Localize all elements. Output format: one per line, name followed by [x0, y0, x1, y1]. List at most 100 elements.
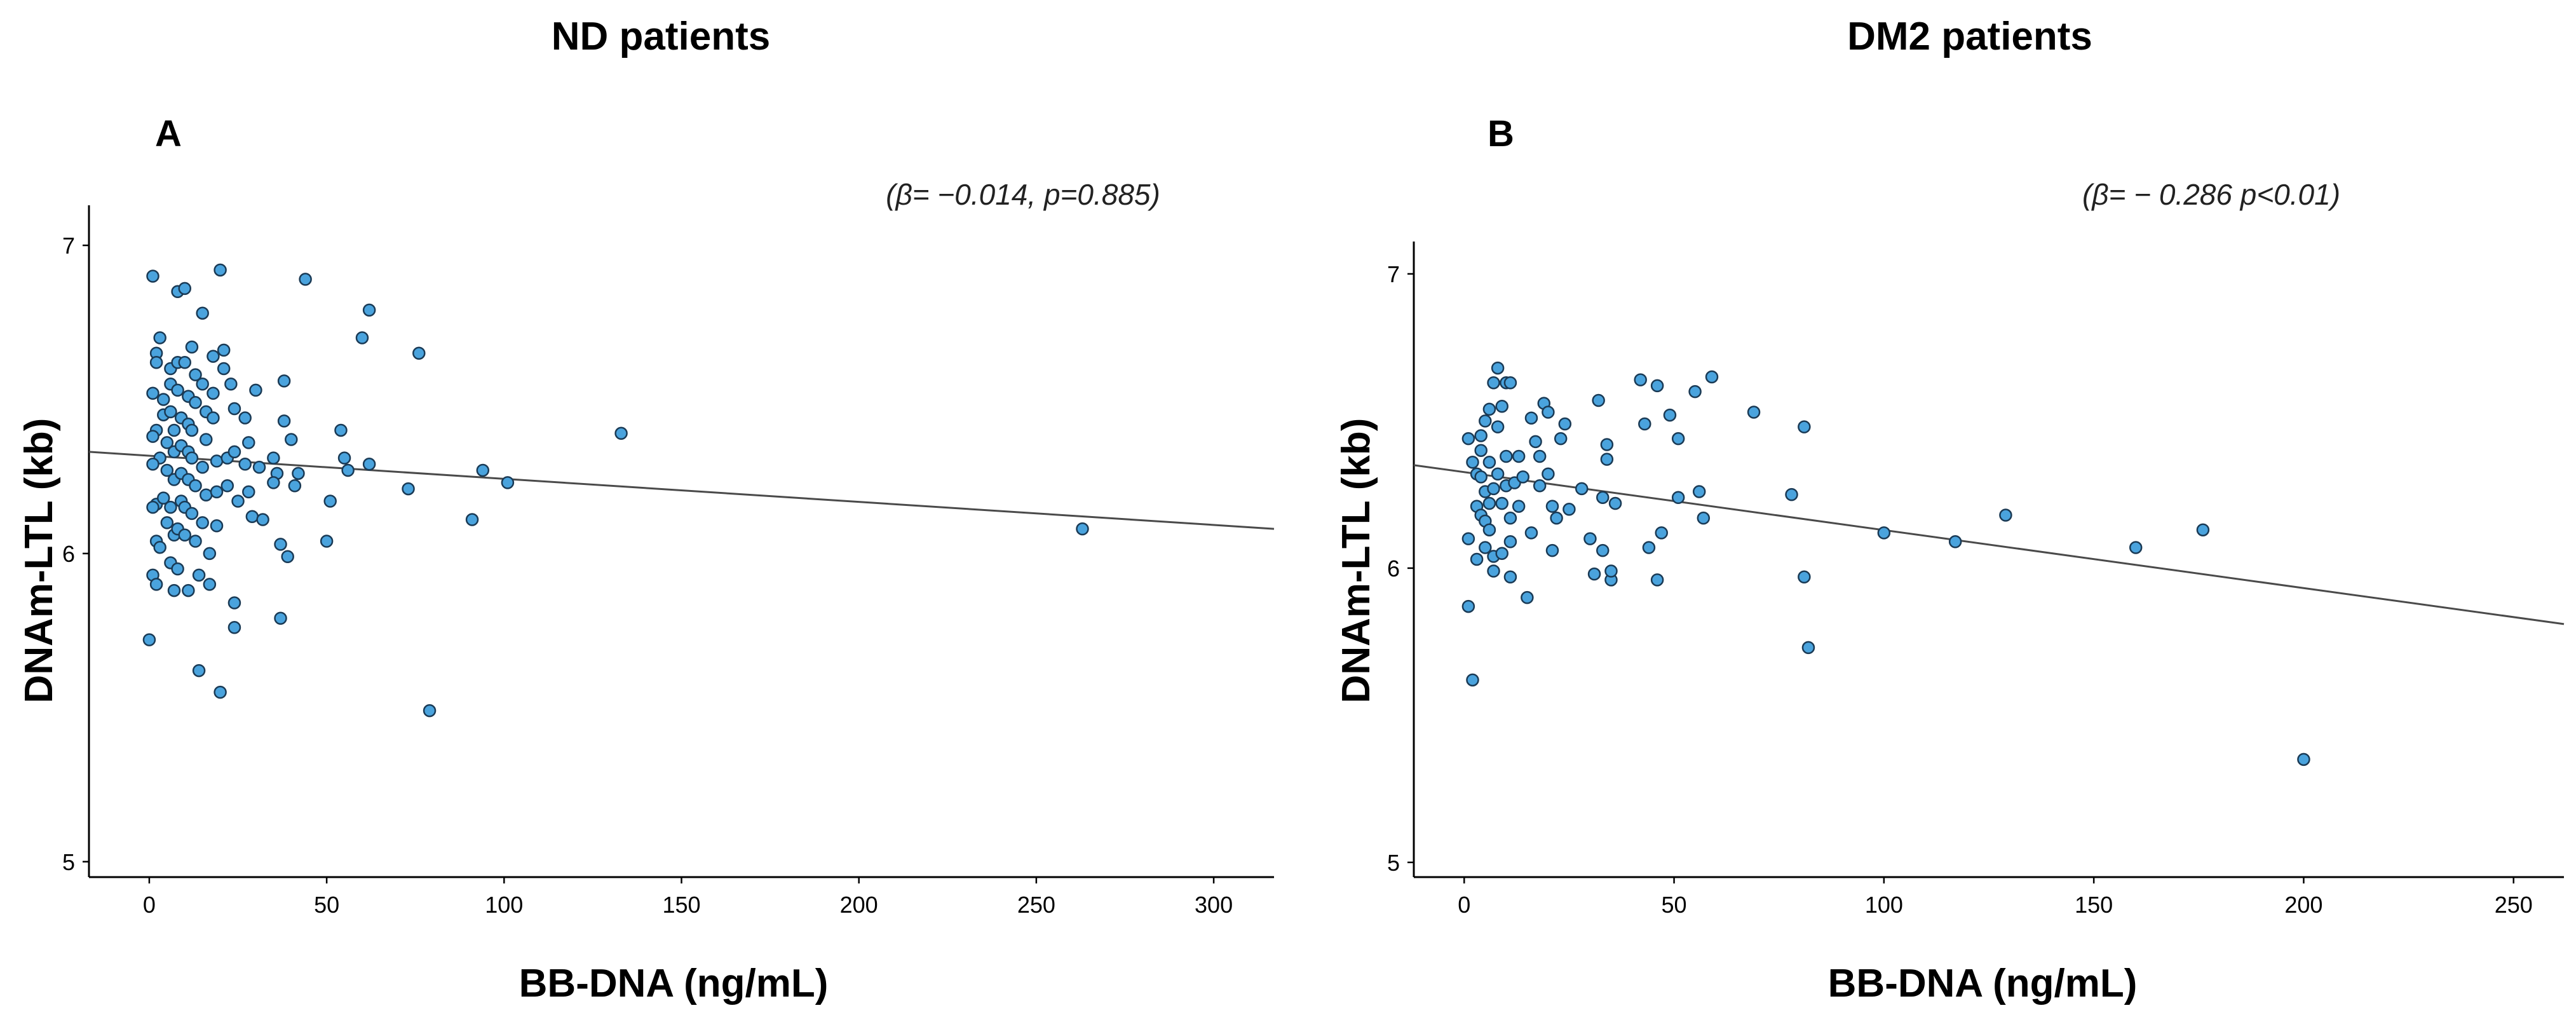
- panel-a-data-point: [146, 269, 159, 283]
- panel-b: DM2 patients B (β= − 0.286 p<0.01) DNAm-…: [1334, 15, 2565, 1005]
- panel-a-data-point: [238, 411, 252, 425]
- panel-a-points: [142, 263, 1089, 718]
- panel-b-data-point: [1512, 449, 1526, 463]
- panel-a-data-point: [200, 433, 213, 446]
- panel-b-data-point: [1503, 535, 1517, 549]
- panel-a-annotation: (β= −0.014, p=0.885): [886, 178, 1160, 211]
- panel-b-data-point: [1650, 379, 1664, 393]
- panel-a-data-point: [167, 583, 181, 597]
- panel-a-data-point: [146, 458, 159, 471]
- panel-a-data-point: [146, 500, 159, 514]
- panel-b-data-point: [1542, 405, 1555, 419]
- panel-b-data-point: [1503, 511, 1517, 525]
- panel-b-data-point: [1487, 376, 1500, 390]
- panel-a-data-point: [465, 513, 479, 526]
- panel-b-data-point: [1495, 400, 1508, 413]
- panel-a-data-point: [160, 463, 174, 477]
- panel-a-data-point: [274, 611, 287, 625]
- panel-a-data-point: [164, 405, 177, 419]
- panel-a-data-point: [256, 513, 269, 526]
- panel-b-data-point: [1503, 376, 1517, 390]
- panel-b-data-point: [1482, 496, 1496, 510]
- panel-a-y-tick-label: 5: [62, 849, 75, 875]
- panel-a-data-point: [153, 331, 166, 344]
- panel-a-data-point: [242, 485, 255, 499]
- panel-b-data-point: [1801, 641, 1815, 655]
- panel-b-fit-line: [1413, 464, 2565, 625]
- panel-a-data-point: [185, 423, 199, 437]
- panel-b-data-point: [1604, 564, 1618, 578]
- panel-a-data-point: [157, 393, 170, 406]
- panel-a-data-point: [203, 578, 217, 591]
- panel-a-data-point: [146, 430, 159, 443]
- panel-a-data-point: [231, 494, 245, 508]
- panel-a-data-point: [149, 578, 163, 591]
- panel-a-y-label: DNAm-LTL (kb): [17, 418, 61, 704]
- panel-a-data-point: [192, 664, 206, 678]
- panel-b-points: [1461, 361, 2310, 767]
- panel-b-data-point: [1663, 408, 1677, 422]
- panel-b-data-point: [1542, 467, 1555, 480]
- panel-b-x-tick-label: 150: [2075, 892, 2113, 918]
- panel-b-data-point: [1575, 482, 1589, 496]
- panel-b-data-point: [2196, 523, 2210, 536]
- panel-b-data-point: [1524, 411, 1538, 425]
- panel-a-data-point: [224, 377, 238, 391]
- panel-a-data-point: [267, 476, 280, 489]
- panel-a-data-point: [362, 458, 376, 471]
- panel-b-data-point: [1554, 432, 1568, 446]
- panel-a-data-point: [334, 423, 348, 437]
- panel-b-data-point: [1461, 532, 1475, 545]
- panel-a-data-point: [146, 386, 159, 400]
- panel-a-data-point: [171, 383, 184, 397]
- panel-b-data-point: [1692, 485, 1706, 498]
- panel-b-data-point: [1798, 420, 1811, 433]
- panel-b-data-point: [1558, 417, 1572, 431]
- panel-b-data-point: [1650, 573, 1664, 587]
- panel-a-ticks: 0 50 100 150 200 250 300 5 6 7: [62, 233, 1233, 918]
- panel-b-data-point: [1466, 673, 1479, 687]
- panel-a-letter: A: [155, 113, 182, 154]
- panel-a-data-point: [160, 516, 174, 529]
- panel-a-data-point: [210, 519, 224, 533]
- panel-a-x-tick-label: 300: [1195, 892, 1233, 918]
- panel-b-data-point: [1999, 508, 2012, 522]
- panel-a-data-point: [196, 516, 209, 529]
- panel-b-data-point: [1877, 526, 1891, 540]
- panel-b-data-point: [1655, 526, 1668, 540]
- panel-b-data-point: [1479, 541, 1492, 554]
- panel-a-data-point: [238, 458, 252, 471]
- panel-b-title: DM2 patients: [1847, 15, 2092, 58]
- panel-a-data-point: [214, 263, 227, 277]
- panel-b-ticks: 0 50 100 150 200 250 5 6 7: [1387, 261, 2533, 918]
- panel-a-data-point: [299, 273, 312, 286]
- panel-a-data-point: [277, 374, 291, 388]
- panel-b-data-point: [1638, 417, 1651, 431]
- panel-b-x-tick-label: 100: [1865, 892, 1903, 918]
- panel-a-data-point: [178, 282, 192, 296]
- panel-a-data-point: [167, 423, 181, 437]
- panel-b-data-point: [1466, 455, 1479, 469]
- panel-a-fit-line: [88, 451, 1275, 530]
- panel-a-data-point: [210, 485, 224, 499]
- panel-b-data-point: [1545, 500, 1559, 513]
- panel-a-data-point: [207, 386, 220, 400]
- panel-a-data-point: [1076, 522, 1089, 536]
- panel-b-data-point: [1495, 496, 1508, 510]
- panel-a-data-point: [288, 479, 302, 493]
- panel-a-data-point: [281, 550, 294, 563]
- panel-a-data-point: [189, 535, 202, 548]
- panel-b-data-point: [1461, 599, 1475, 613]
- panel-b-data-point: [1563, 503, 1576, 516]
- panel-b-x-label: BB-DNA (ng/mL): [1828, 962, 2138, 1005]
- panel-b-data-point: [1550, 511, 1563, 525]
- panel-a-data-point: [320, 535, 334, 548]
- panel-a-data-point: [203, 547, 217, 561]
- panel-b-data-point: [1671, 491, 1685, 505]
- panel-b-data-point: [1533, 449, 1547, 463]
- panel-b-y-tick-label: 6: [1387, 555, 1400, 582]
- panel-a-x-tick-label: 50: [314, 892, 339, 918]
- panel-b-data-point: [1487, 564, 1500, 578]
- panel-a-data-point: [355, 331, 369, 344]
- panel-b-y-label: DNAm-LTL (kb): [1334, 418, 1378, 704]
